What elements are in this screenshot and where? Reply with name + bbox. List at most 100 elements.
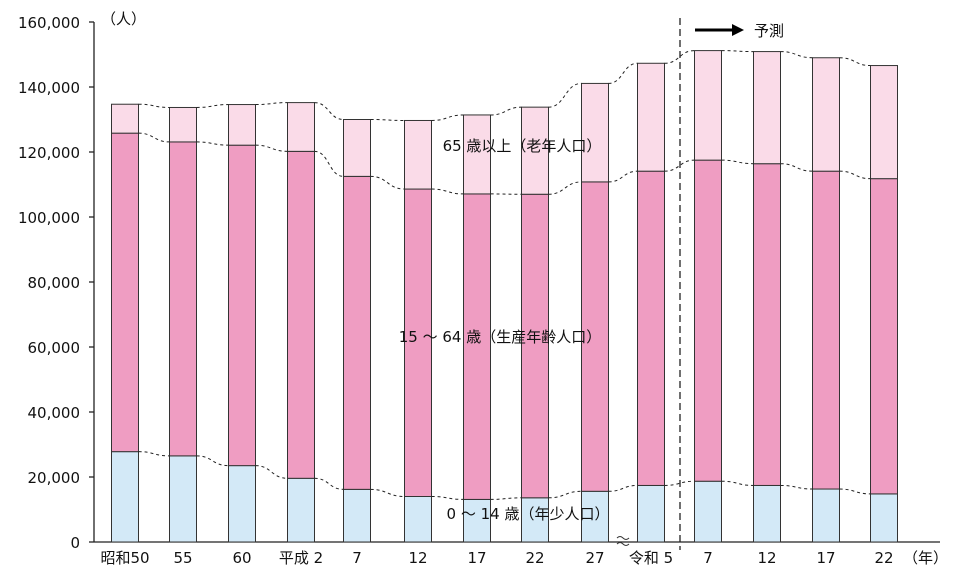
connector-line: [549, 83, 582, 107]
connector-line: [609, 171, 638, 182]
bar-segment-youth: [112, 452, 139, 542]
bar-segment-youth: [344, 489, 371, 542]
connector-line: [781, 485, 813, 489]
x-tick-label: 12: [757, 549, 776, 566]
connector-line: [432, 497, 464, 500]
connector-line: [840, 58, 871, 66]
connector-line: [722, 160, 754, 164]
x-tick-label: 7: [703, 549, 713, 566]
connector-line: [371, 176, 405, 189]
connector-line: [722, 481, 754, 485]
connector-line: [139, 104, 170, 107]
series-label: 65 歳以上（老年人口）: [443, 137, 602, 155]
bar-segment-working-age: [112, 133, 139, 452]
bar-segment-elderly: [405, 120, 432, 189]
connector-line: [315, 478, 344, 489]
connector-line: [840, 489, 871, 494]
bar-segment-youth: [813, 489, 840, 542]
x-tick-label: 平成 2: [279, 549, 323, 566]
bar-segment-elderly: [754, 52, 781, 164]
bar-segment-youth: [288, 478, 315, 542]
bar-segment-working-age: [170, 142, 197, 456]
y-tick-label: 120,000: [18, 144, 80, 162]
connector-line: [491, 107, 522, 115]
bar-segment-youth: [229, 466, 256, 542]
y-axis-unit: （人）: [101, 10, 146, 28]
connector-line: [315, 151, 344, 176]
y-tick-label: 160,000: [18, 14, 80, 32]
series-label: 15 ～ 64 歳（生産年齢人口）: [399, 328, 601, 346]
bar-segment-working-age: [813, 171, 840, 489]
y-tick-label: 100,000: [18, 209, 80, 227]
bar-segment-working-age: [638, 171, 665, 485]
x-tick-label: 55: [173, 549, 192, 566]
x-tick-label: 27: [585, 549, 604, 566]
connector-line: [256, 103, 288, 105]
y-tick-label: 80,000: [28, 274, 81, 292]
x-tick-label: 17: [816, 549, 835, 566]
forecast-arrow-icon: [732, 24, 744, 36]
bar-segment-elderly: [813, 58, 840, 171]
y-tick-label: 140,000: [18, 79, 80, 97]
bar-segment-working-age: [754, 164, 781, 486]
x-tick-label: 令和 5: [629, 549, 673, 566]
connector-line: [491, 498, 522, 500]
x-tick-label: 22: [525, 549, 544, 566]
connector-line: [139, 133, 170, 142]
connector-line: [256, 145, 288, 151]
connector-line: [197, 142, 229, 145]
bar-segment-youth: [871, 494, 898, 542]
connector-line: [549, 491, 582, 498]
connector-line: [432, 189, 464, 194]
x-tick-label: 17: [467, 549, 486, 566]
bar-segment-youth: [754, 485, 781, 542]
bar-segment-elderly: [112, 104, 139, 133]
bar-segment-working-age: [464, 194, 491, 500]
y-tick-label: 20,000: [28, 469, 81, 487]
x-tick-label: 12: [408, 549, 427, 566]
bar-segment-working-age: [344, 176, 371, 489]
bar-segment-elderly: [170, 107, 197, 141]
y-tick-label: 0: [70, 534, 80, 552]
connector-line: [609, 63, 638, 83]
bar-segment-youth: [638, 485, 665, 542]
x-axis-unit: （年）: [903, 549, 948, 566]
bar-segment-working-age: [229, 145, 256, 465]
connector-line: [781, 164, 813, 171]
connector-line: [549, 182, 582, 194]
bar-segment-elderly: [582, 83, 609, 181]
x-tick-label: 昭和50: [100, 549, 149, 566]
connector-line: [197, 105, 229, 108]
connector-line: [609, 485, 638, 491]
connector-line: [432, 115, 464, 121]
bar-segment-working-age: [288, 151, 315, 478]
bar-segment-elderly: [229, 105, 256, 146]
connector-line: [315, 103, 344, 120]
bar-segment-elderly: [695, 51, 722, 161]
bar-segment-youth: [695, 481, 722, 542]
connector-line: [139, 452, 170, 456]
bar-segment-working-age: [871, 179, 898, 494]
bar-segment-working-age: [522, 194, 549, 498]
bar-segment-elderly: [871, 66, 898, 179]
axis-break-icon: [617, 537, 629, 546]
bar-segment-youth: [405, 497, 432, 543]
connector-line: [197, 456, 229, 466]
bar-segment-elderly: [344, 120, 371, 177]
bar-segment-elderly: [638, 63, 665, 171]
bar-segment-working-age: [695, 160, 722, 481]
connector-line: [840, 171, 871, 178]
x-tick-label: 7: [352, 549, 362, 566]
connector-line: [256, 466, 288, 479]
connector-line: [371, 120, 405, 121]
bar-segment-youth: [170, 456, 197, 542]
x-tick-label: 60: [232, 549, 251, 566]
connector-line: [722, 51, 754, 52]
y-tick-label: 40,000: [28, 404, 81, 422]
y-tick-label: 60,000: [28, 339, 81, 357]
series-label: 0 ～ 14 歳（年少人口）: [447, 505, 610, 523]
bar-segment-elderly: [288, 103, 315, 152]
connector-line: [371, 489, 405, 496]
